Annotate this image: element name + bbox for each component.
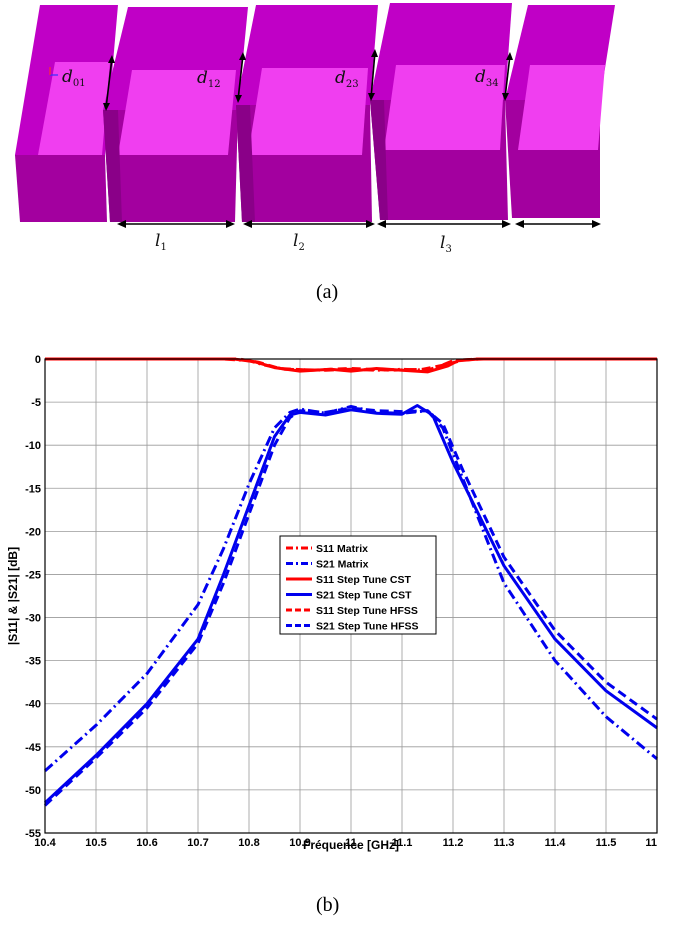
x-tick-label: 10.7 [187, 837, 208, 849]
caption-a: (a) [316, 281, 338, 303]
x-tick-label: 11.1 [392, 837, 413, 849]
y-tick-label: -45 [25, 742, 41, 754]
y-tick-label: -55 [25, 828, 41, 840]
s-parameter-chart: 10.4 10.5 10.6 10.7 10.8 10.9 11 11.1 11.2 11.3 11… [6, 354, 658, 852]
y-tick-label: -40 [25, 699, 41, 711]
chart-series [43, 357, 658, 807]
caption-b: (b) [316, 894, 339, 916]
chart-legend: S11 Matrix S21 Matrix S11 Step Tune CST S21… [279, 535, 437, 635]
cavity-block [370, 3, 512, 220]
label-l3: l3 [440, 233, 452, 255]
x-tick-label: 11 [645, 837, 657, 849]
legend-label: S21 Step Tune CST [316, 590, 412, 602]
cavity-filter-drawing: d01 d12 d23 d34 l1 l2 l3 [15, 3, 615, 255]
x-tick-label: 11.5 [596, 837, 617, 849]
series-line-s21-step-tune-hfss [43, 406, 658, 807]
cavity-block [505, 5, 615, 218]
y-axis-label: |S11| & |S21| [dB] [6, 547, 20, 645]
legend-label: S11 Matrix [316, 543, 368, 555]
label-l2: l2 [293, 231, 305, 253]
y-tick-label: -25 [25, 569, 41, 581]
legend-label: S11 Step Tune CST [316, 574, 411, 586]
x-tick-label: 10.6 [136, 837, 157, 849]
label-d01: d01 [62, 67, 86, 89]
series-line-s11-step-tune-hfss [45, 357, 657, 372]
x-tick-labels: 10.4 10.5 10.6 10.7 10.8 10.9 11 11.1 11.2 11.3 11… [34, 837, 657, 849]
y-tick-label: -15 [25, 483, 41, 495]
y-tick-label: -35 [25, 656, 41, 668]
y-tick-label: -5 [31, 397, 41, 409]
arrow-heads [103, 49, 601, 228]
y-tick-label: 0 [35, 354, 41, 366]
y-tick-label: -30 [25, 613, 41, 625]
y-tick-label: -10 [25, 440, 41, 452]
y-tick-labels: 0 -5 -10 -15 -20 -25 -30 -35 -40 -45 -50 -55 [25, 354, 41, 840]
x-axis-label: Fréquence [GHz] [303, 838, 399, 852]
label-d12: d12 [197, 68, 221, 90]
cavity-block [236, 5, 378, 222]
legend-label: S21 Matrix [316, 559, 369, 571]
legend-label: S11 Step Tune HFSS [316, 605, 418, 617]
cavity-block [103, 7, 248, 222]
plot-frame [44, 358, 658, 834]
label-l1: l1 [155, 231, 167, 253]
y-tick-label: -50 [25, 785, 41, 797]
x-tick-label: 10.9 [289, 837, 310, 849]
y-tick-label: -20 [25, 526, 41, 538]
x-tick-label: 11.4 [545, 837, 567, 849]
legend-label: S21 Step Tune HFSS [316, 621, 419, 633]
series-line-s21-step-tune-cst [43, 404, 658, 804]
label-d23: d23 [335, 68, 359, 90]
x-tick-label: 10.5 [85, 837, 106, 849]
x-tick-label: 10.4 [34, 837, 56, 849]
cavity-block [15, 5, 118, 222]
x-tick-label: 11.2 [443, 837, 464, 849]
x-tick-label: 11 [345, 837, 357, 849]
x-tick-label: 10.8 [238, 837, 259, 849]
iris-arrows [105, 51, 598, 225]
legend-box [279, 535, 437, 635]
x-tick-label: 11.3 [494, 837, 515, 849]
label-d34: d34 [475, 67, 499, 89]
